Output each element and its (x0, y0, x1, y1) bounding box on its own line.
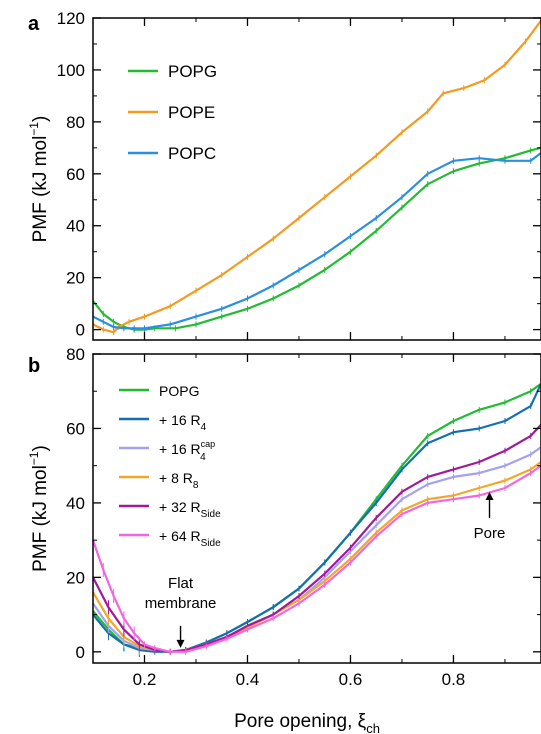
y-tick-label: 60 (66, 165, 85, 184)
panel-b: 0.2 0.4 0.6 0.8 0 20 40 60 80 b PMF (kJ mol−1) Pore… (27, 345, 541, 734)
annotation-arrowhead (485, 492, 494, 501)
panel-label: a (28, 13, 40, 35)
y-tick-label: 60 (66, 419, 85, 438)
series-line--16-r4 (92, 383, 541, 653)
legend-label: POPC (168, 144, 216, 163)
y-tick-label: 100 (57, 61, 85, 80)
panel-label: b (28, 355, 40, 377)
legend-label: + 16 Rcap 4 (159, 439, 215, 463)
x-tick-label: 0.6 (339, 670, 363, 689)
y-tick-label: 80 (66, 345, 85, 364)
annotation-text: membrane (145, 595, 217, 612)
panel-a: 0 20 40 60 80 100 120 a PMF (kJ mol−1) POPG POPE PO… (27, 9, 541, 341)
legend-label: + 32 RSide (159, 499, 221, 520)
series-line--8-r8 (92, 461, 541, 653)
legend-label: + 16 R4 (159, 412, 207, 433)
x-tick-label: 0.4 (236, 670, 260, 689)
series-line-popc (92, 152, 541, 330)
legend-label: POPG (168, 62, 217, 81)
y-tick-label: 80 (66, 113, 85, 132)
y-tick-label: 20 (66, 568, 85, 587)
series-line--32-rside (92, 423, 541, 653)
y-tick-label: 40 (66, 494, 85, 513)
series-line--64-rside (91, 464, 541, 653)
y-tick-label: 40 (66, 217, 85, 236)
annotation-arrowhead (176, 639, 185, 648)
y-axis-label: PMF (kJ mol−1) (27, 116, 51, 243)
series-line-popg (92, 146, 541, 331)
x-axis-label: Pore opening, ξch (234, 711, 380, 734)
plot-frame (92, 17, 541, 341)
y-tick-label: 0 (76, 321, 85, 340)
legend-label: POPE (168, 103, 215, 122)
legend-label: POPG (159, 383, 199, 399)
y-tick-label: 0 (76, 643, 85, 662)
legend-label: + 64 RSide (159, 528, 221, 549)
x-tick-label: 0.8 (442, 670, 466, 689)
plot-frame (92, 353, 541, 664)
series-line-pope (92, 19, 541, 334)
y-axis-label: PMF (kJ mol−1) (27, 445, 51, 572)
y-tick-label: 120 (57, 9, 85, 28)
y-tick-label: 20 (66, 269, 85, 288)
x-tick-label: 0.2 (133, 670, 157, 689)
legend-label: + 8 R8 (159, 470, 199, 491)
annotation-text: Flat (168, 575, 194, 592)
annotation-text: Pore (474, 525, 506, 542)
